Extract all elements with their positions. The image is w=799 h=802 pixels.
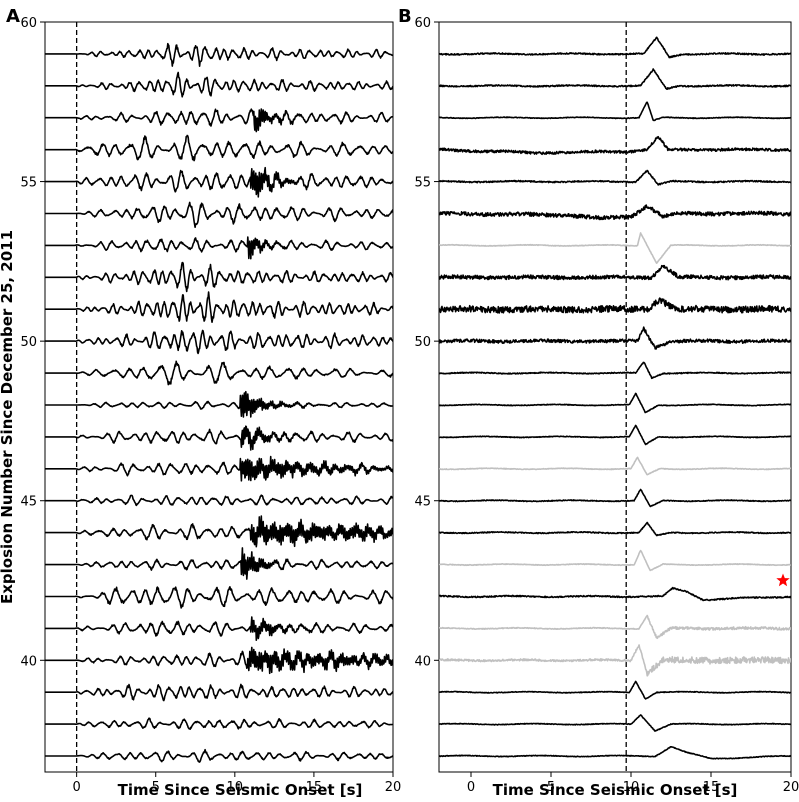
- seismic-trace: [439, 586, 791, 602]
- seismic-trace: [45, 134, 393, 162]
- y-tick-label: 60: [414, 16, 431, 31]
- panel-label-b: B: [398, 6, 412, 27]
- seismic-trace: [439, 714, 791, 732]
- seismic-trace: [45, 748, 393, 763]
- seismic-trace: [439, 680, 791, 700]
- seismic-trace: [45, 425, 393, 451]
- seismic-trace: [439, 745, 791, 760]
- trace-group: [439, 36, 791, 760]
- y-tick-label: 60: [20, 16, 37, 31]
- seismic-trace: [45, 360, 393, 386]
- star-marker: [776, 573, 790, 587]
- x-tick-label: 20: [783, 780, 799, 795]
- y-tick-label: 50: [414, 335, 431, 350]
- y-tick-label: 50: [20, 335, 37, 350]
- seismic-trace: [439, 36, 791, 59]
- plot-frame: [438, 21, 792, 773]
- seismic-trace: [45, 108, 393, 133]
- seismic-trace: [439, 326, 791, 350]
- x-tick-label: 5: [547, 780, 555, 795]
- seismic-trace: [45, 329, 393, 355]
- seismic-trace: [439, 392, 791, 414]
- seismic-trace: [45, 390, 393, 418]
- trace-group: [45, 42, 393, 763]
- seismic-trace: [45, 585, 393, 609]
- seismic-trace: [439, 169, 791, 186]
- y-tick-label: 45: [414, 495, 431, 510]
- y-tick-label: 45: [20, 495, 37, 510]
- seismic-trace: [45, 166, 393, 198]
- x-axis-label-b: Time Since Seismic Onset [s]: [493, 781, 738, 799]
- seismic-trace: [439, 232, 791, 265]
- seismic-trace: [45, 261, 393, 293]
- x-tick-label: 20: [385, 780, 402, 795]
- seismic-trace: [439, 424, 791, 446]
- seismic-trace: [45, 201, 393, 228]
- panel-a: A Time Since Seismic Onset [s] Explosion…: [0, 6, 401, 799]
- seismic-trace: [439, 456, 791, 476]
- x-tick-label: 10: [227, 780, 244, 795]
- seismic-trace: [439, 204, 791, 221]
- seismic-trace: [439, 264, 791, 281]
- y-tick-label: 55: [20, 176, 37, 191]
- seismic-trace: [45, 236, 393, 260]
- seismic-trace: [439, 614, 791, 640]
- seismic-trace: [45, 616, 393, 642]
- seismic-trace: [439, 549, 791, 572]
- x-tick-label: 15: [306, 780, 323, 795]
- seismic-trace: [45, 717, 393, 731]
- x-tick-label: 5: [152, 780, 160, 795]
- seismic-trace: [439, 135, 791, 156]
- seismic-trace: [45, 646, 393, 675]
- seismic-trace: [439, 297, 791, 314]
- x-axis-label-a: Time Since Seismic Onset [s]: [118, 781, 363, 799]
- seismic-trace: [45, 455, 393, 482]
- seismic-trace: [439, 101, 791, 122]
- x-tick-label: 0: [72, 780, 80, 795]
- seismic-trace: [45, 494, 393, 507]
- plot-frame: [44, 21, 394, 773]
- y-tick-label: 40: [20, 654, 37, 669]
- seismic-trace: [439, 488, 791, 508]
- seismic-trace: [45, 291, 393, 324]
- seismic-trace: [45, 42, 393, 67]
- x-tick-label: 10: [623, 780, 640, 795]
- y-tick-label: 55: [414, 176, 431, 191]
- seismic-trace: [439, 521, 791, 537]
- y-axis-label: Explosion Number Since December 25, 2011: [0, 230, 16, 604]
- seismic-trace: [45, 547, 393, 580]
- seismic-trace: [45, 71, 393, 98]
- seismic-trace: [45, 683, 393, 702]
- y-tick-label: 40: [414, 654, 431, 669]
- seismic-trace: [45, 515, 393, 548]
- seismic-trace: [439, 68, 791, 90]
- seismic-trace: [439, 361, 791, 380]
- x-tick-label: 15: [703, 780, 720, 795]
- seismic-trace: [439, 644, 791, 677]
- panel-label-a: A: [6, 6, 20, 27]
- panel-b: B Time Since Seismic Onset [s] 0 5 10 15 20 4…: [398, 6, 799, 799]
- x-tick-label: 0: [467, 780, 475, 795]
